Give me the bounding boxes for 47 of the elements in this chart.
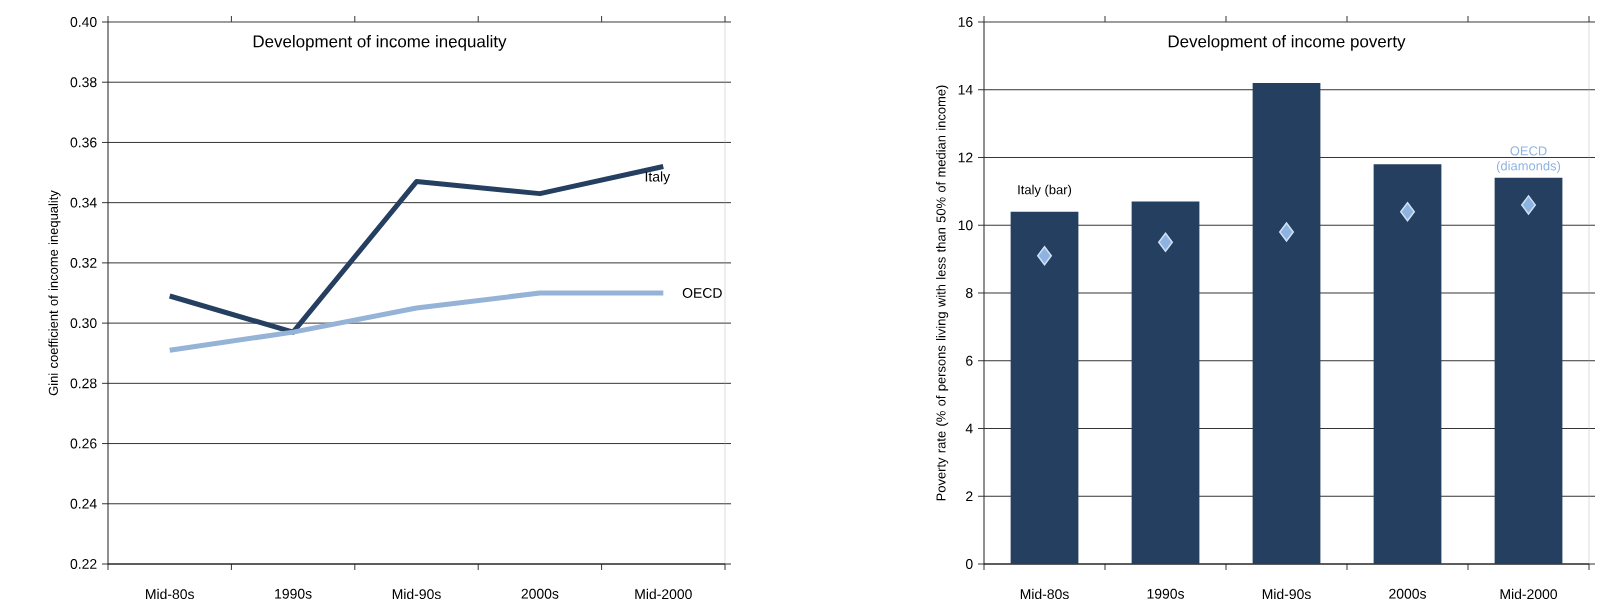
x-tick-label: Mid-80s [146,588,194,600]
point [1400,201,1416,222]
x-tick-label: Mid-90s [392,588,441,600]
y-tick-label: 16 [958,17,973,27]
bar [1131,201,1200,564]
y-axis-title: Gini coefficient of income inequality [48,190,61,396]
y-tick-label: 8 [966,288,973,298]
bar [1494,177,1563,564]
y-tick-label: 0.32 [70,257,97,268]
y-tick-label: 0.30 [70,318,97,329]
y-tick-label: 6 [966,355,973,366]
y-tick-label: 14 [958,84,973,95]
y-tick-label: 0 [965,559,973,569]
series-label: OECD [682,288,722,298]
x-tick-label: 2000s [1389,588,1426,599]
text: Development of income inequality [253,34,507,51]
y-tick-label: 0.38 [70,77,97,88]
y-tick-label: 0.24 [70,498,97,509]
y-tick-label: 0.40 [70,17,97,27]
y-tick-label: 10 [958,220,973,231]
x-tick-label: 1990s [1147,588,1184,599]
bar [1252,82,1321,564]
point [1279,222,1295,242]
x-tick-label: Mid-2000 [635,588,692,600]
y-tick-label: 0.34 [70,197,97,208]
text: OECD (diamonds) [1496,146,1561,173]
y-axis-title: Poverty rate (% of persons living with less than 50% of median income) [936,85,949,501]
y-tick-label: 0.22 [70,559,97,569]
y-tick-label: 0.26 [70,438,97,449]
y-tick-label: 0.28 [70,378,97,389]
point [1037,245,1053,266]
x-tick-label: 1990s [275,588,312,599]
bar [1373,164,1442,564]
x-tick-label: 2000s [521,588,559,599]
series-label: Italy [645,171,671,185]
x-tick-label: Mid-2000 [1500,588,1558,600]
y-tick-label: 2 [966,491,973,502]
bar [1010,211,1079,564]
series-label: Italy (bar) [1018,184,1072,197]
y-tick-label: 0.36 [70,137,97,148]
x-tick-label: Mid-90s [1262,588,1311,600]
point [1521,195,1537,215]
point [1158,232,1174,252]
text: Development of income poverty [1168,34,1406,51]
y-tick-label: 12 [958,152,973,163]
x-tick-label: Mid-80s [1020,588,1069,600]
y-tick-label: 4 [965,423,973,434]
